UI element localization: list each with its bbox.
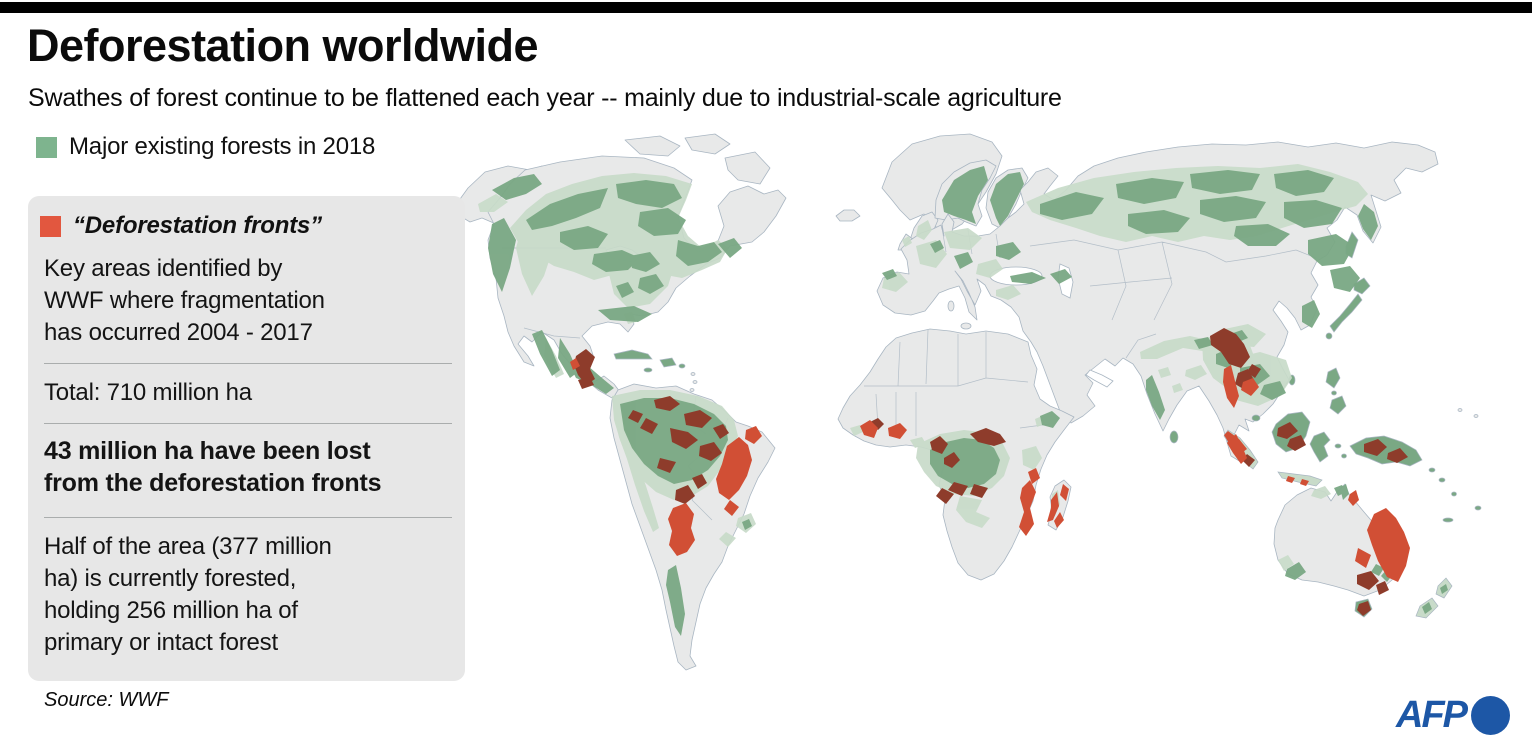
forest-western-ghats (1146, 375, 1165, 420)
forest-chile (666, 565, 685, 636)
divider (44, 423, 452, 424)
front-central-africa (970, 428, 1006, 446)
front-sumatra (1224, 431, 1247, 455)
total-area-stat: Total: 710 million ha (44, 379, 252, 406)
forest-andes-strip (616, 417, 659, 532)
front-mekong (1210, 328, 1250, 368)
world-map-svg (437, 133, 1482, 671)
front-yucatan (574, 349, 595, 385)
for-finland (990, 172, 1024, 226)
legend-fronts: “Deforestation fronts” (40, 212, 322, 240)
divider (44, 517, 452, 518)
front-chaco (668, 503, 695, 556)
front-cameroon (930, 436, 948, 454)
landmass-baffin (724, 151, 771, 185)
landmass-philippines-mindanao (1329, 395, 1347, 415)
forest-korea (1302, 300, 1320, 328)
front-mozambique (1019, 480, 1036, 536)
deforestation-fronts-bright (570, 358, 1410, 582)
forest-sw-australia (1285, 562, 1306, 580)
forest-kamchatka (1358, 204, 1378, 240)
landmass-iceland (835, 209, 861, 222)
forest-pacific-coast (488, 218, 516, 292)
landmass-japan-hokkaido (1353, 277, 1371, 295)
pacific-islands (1428, 408, 1482, 523)
fronts-description: Key areas identified by WWF where fragme… (44, 255, 325, 346)
landmass-cuba (613, 349, 653, 360)
landmass-new-guinea (1349, 435, 1423, 467)
afp-logo-circle-icon (1471, 696, 1510, 735)
legend-forests: Major existing forests in 2018 (36, 133, 375, 161)
forest-rockies (516, 220, 554, 296)
forest-amur (1308, 234, 1354, 266)
caribbean-islands (613, 349, 698, 392)
landmass-java (1277, 471, 1323, 487)
landmass-sri-lanka (1169, 430, 1179, 444)
border-us-mexico (523, 327, 581, 339)
deforestation-fronts-dark (574, 328, 1408, 616)
front-thailand (1223, 365, 1239, 408)
landmass-kyushu (1325, 332, 1333, 340)
front-madagascar-west (1047, 492, 1059, 522)
forest-swatch-icon (36, 136, 57, 158)
landmass-hainan (1251, 414, 1261, 422)
page-title: Deforestation worldwide (27, 20, 539, 71)
landmass-sulawesi (1309, 431, 1331, 463)
moluccas (1334, 443, 1342, 449)
forest-germany (944, 228, 982, 250)
source-credit: Source: WWF (44, 689, 169, 711)
front-se-australia (1357, 571, 1379, 590)
landmass-japan-honshu (1329, 293, 1363, 333)
sardinia (947, 300, 955, 312)
front-borneo (1277, 422, 1298, 439)
forest-balkans (976, 259, 1003, 278)
front-cerrado (716, 437, 752, 500)
landmass-philippines-luzon (1325, 367, 1341, 389)
front-east-australia (1367, 508, 1410, 582)
top-black-bar (0, 2, 1532, 13)
front-swatch-icon (40, 215, 61, 237)
page-subtitle: Swathes of forest continue to be flatten… (28, 84, 1062, 112)
forest-congo (930, 438, 1000, 488)
front-new-guinea (1364, 439, 1387, 456)
front-ghana (888, 423, 907, 439)
front-amazon-arc (654, 396, 680, 411)
sicily (960, 322, 972, 330)
divider (44, 363, 452, 364)
persian-gulf (1085, 369, 1114, 388)
front-liberia (860, 420, 878, 438)
loss-stat: 43 million ha have been lost from the de… (44, 437, 382, 497)
afp-logo: AFP (1396, 694, 1510, 737)
landmass-hispaniola (659, 357, 677, 368)
forested-detail-stat: Half of the area (377 million ha) is cur… (44, 533, 332, 656)
afp-logo-text: AFP (1396, 694, 1468, 736)
arctic-islands (624, 135, 681, 157)
front-tasmania (1357, 601, 1371, 616)
legend-forests-label: Major existing forests in 2018 (69, 133, 376, 160)
legend-fronts-label: “Deforestation fronts” (73, 212, 322, 239)
world-map (430, 128, 1532, 703)
for-scandinavia (942, 166, 988, 224)
deforestation-info-box (28, 196, 465, 681)
